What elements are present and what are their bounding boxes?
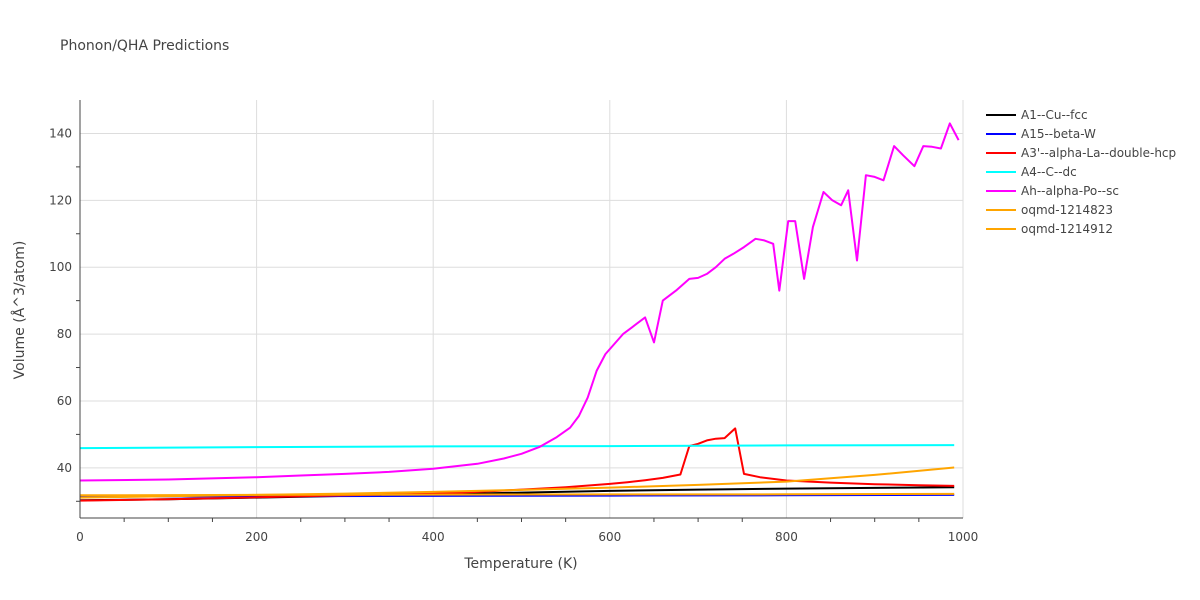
y-tick-label: 60 bbox=[57, 394, 72, 408]
legend-item[interactable]: A4--C--dc bbox=[986, 165, 1077, 179]
y-tick-label: 140 bbox=[49, 126, 72, 140]
legend-item[interactable]: A15--beta-W bbox=[986, 127, 1096, 141]
legend-item[interactable]: A1--Cu--fcc bbox=[986, 108, 1088, 122]
y-axis-title: Volume (Å^3/atom) bbox=[11, 241, 28, 380]
x-axis-title: Temperature (K) bbox=[463, 556, 577, 572]
legend-label: Ah--alpha-Po--sc bbox=[1021, 184, 1119, 198]
legend[interactable]: A1--Cu--fcc A15--beta-W A3'--alpha-La--dou… bbox=[986, 108, 1176, 236]
legend-item[interactable]: oqmd-1214912 bbox=[986, 222, 1113, 236]
x-tick-label: 0 bbox=[76, 530, 84, 544]
y-tick-label: 40 bbox=[57, 461, 72, 475]
x-tick-label: 200 bbox=[245, 530, 268, 544]
chart-title: Phonon/QHA Predictions bbox=[60, 38, 229, 54]
series-line bbox=[79, 122, 960, 482]
legend-item[interactable]: A3'--alpha-La--double-hcp bbox=[986, 146, 1176, 160]
axes: 0 200 400 600 800 1000 40 60 80 100 120 140 bbox=[49, 100, 978, 544]
gridlines bbox=[80, 100, 964, 518]
legend-item[interactable]: Ah--alpha-Po--sc bbox=[986, 184, 1119, 198]
legend-label: A1--Cu--fcc bbox=[1021, 108, 1088, 122]
series-line bbox=[79, 427, 955, 502]
legend-label: A15--beta-W bbox=[1021, 127, 1096, 141]
legend-label: oqmd-1214823 bbox=[1021, 203, 1113, 217]
series-line bbox=[79, 444, 955, 450]
legend-item[interactable]: oqmd-1214823 bbox=[986, 203, 1113, 217]
x-tick-label: 400 bbox=[422, 530, 445, 544]
legend-label: A4--C--dc bbox=[1021, 165, 1077, 179]
legend-label: oqmd-1214912 bbox=[1021, 222, 1113, 236]
y-tick-label: 80 bbox=[57, 327, 72, 341]
y-tick-label: 120 bbox=[49, 193, 72, 207]
y-tick-label: 100 bbox=[49, 260, 72, 274]
x-tick-label: 800 bbox=[775, 530, 798, 544]
series-line bbox=[79, 466, 955, 499]
x-tick-label: 1000 bbox=[948, 530, 979, 544]
x-tick-label: 600 bbox=[598, 530, 621, 544]
legend-label: A3'--alpha-La--double-hcp bbox=[1021, 146, 1176, 160]
plot-area bbox=[79, 122, 960, 502]
